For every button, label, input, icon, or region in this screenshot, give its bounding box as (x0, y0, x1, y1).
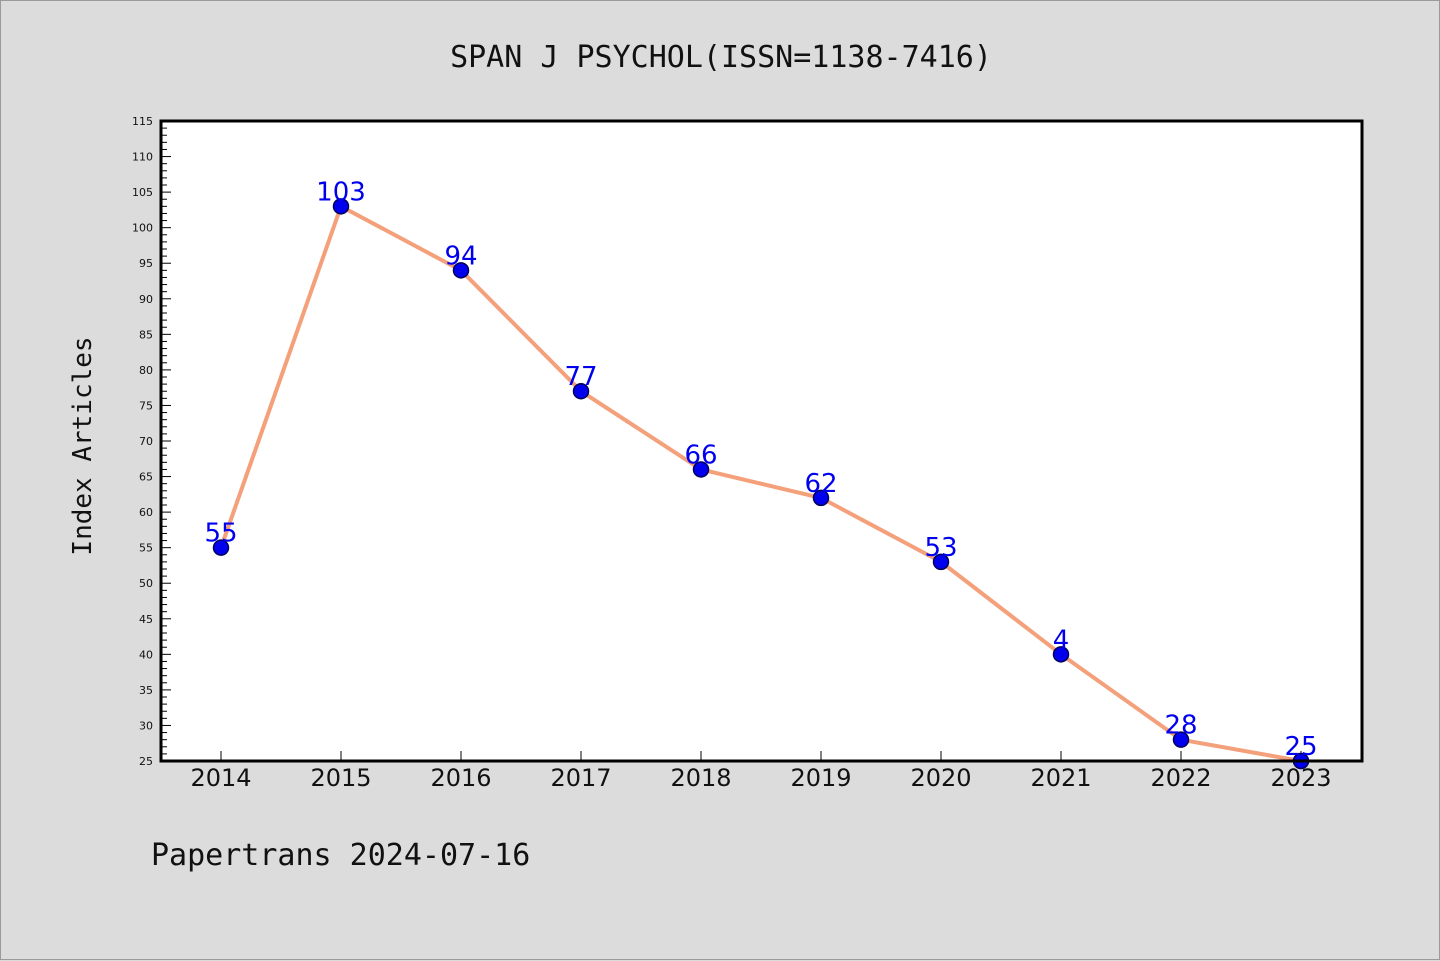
y-tick-label: 105 (132, 186, 153, 199)
data-point (1172, 731, 1190, 748)
x-tick-label: 2022 (1150, 764, 1211, 792)
x-tick-label: 2016 (430, 764, 491, 792)
plot-area (161, 121, 1362, 761)
y-tick-label: 35 (139, 684, 153, 697)
y-axis-label: Index Articles (68, 336, 98, 555)
y-tick-label: 40 (139, 648, 153, 661)
x-tick-label: 2018 (670, 764, 731, 792)
y-tick-label: 50 (139, 577, 153, 590)
x-axis: 2014 2015 2016 2017 2018 2019 2020 2021 2022 2023 (190, 751, 1332, 792)
data-label: 28 (1164, 711, 1197, 741)
data-label: 4 (1053, 625, 1070, 655)
data-point (932, 553, 950, 571)
data-point (452, 262, 470, 279)
y-tick-label: 65 (139, 471, 153, 484)
data-point (332, 198, 350, 215)
x-tick-label: 2021 (1030, 764, 1091, 792)
y-tick-label: 75 (139, 399, 153, 412)
data-label: 77 (564, 362, 597, 392)
data-point (692, 461, 710, 478)
y-tick-label: 70 (139, 435, 153, 448)
data-label: 53 (924, 533, 957, 563)
footer-source: Papertrans 2024-07-16 (151, 838, 530, 873)
data-label: 103 (316, 177, 366, 207)
y-tick-label: 60 (139, 506, 153, 519)
data-markers (212, 198, 1310, 770)
y-tick-label: 80 (139, 364, 153, 377)
y-tick-label: 110 (132, 151, 153, 164)
y-tick-label: 30 (139, 719, 153, 732)
data-label: 94 (444, 241, 477, 271)
x-tick-label: 2014 (190, 764, 251, 792)
y-tick-label: 115 (132, 115, 153, 128)
data-point (812, 489, 830, 507)
y-tick-label: 95 (139, 257, 153, 270)
x-tick-label: 2017 (550, 764, 611, 792)
series-line (219, 204, 1302, 763)
y-tick-label: 25 (139, 755, 153, 768)
y-axis: 25 30 35 40 45 50 55 60 65 70 75 80 85 90 95 100 105 110 1… (132, 115, 171, 768)
y-tick-label: 55 (139, 542, 153, 555)
x-tick-label: 2020 (910, 764, 971, 792)
x-tick-label: 2015 (310, 764, 371, 792)
data-labels: 55 103 94 77 66 62 53 4 28 25 (204, 177, 1317, 762)
data-label: 25 (1284, 732, 1317, 762)
data-label: 62 (804, 469, 837, 499)
plot-border (159, 119, 1364, 763)
data-point (572, 382, 590, 400)
y-tick-label: 90 (139, 293, 153, 306)
data-label: 55 (204, 519, 237, 549)
y-tick-label: 100 (132, 222, 153, 235)
data-point (212, 539, 230, 556)
data-label: 66 (684, 440, 717, 470)
x-tick-label: 2019 (790, 764, 851, 792)
y-tick-label: 45 (139, 613, 153, 626)
y-tick-label: 85 (139, 328, 153, 341)
data-point (1052, 646, 1070, 663)
chart-title: SPAN J PSYCHOL(ISSN=1138-7416) (450, 40, 992, 75)
